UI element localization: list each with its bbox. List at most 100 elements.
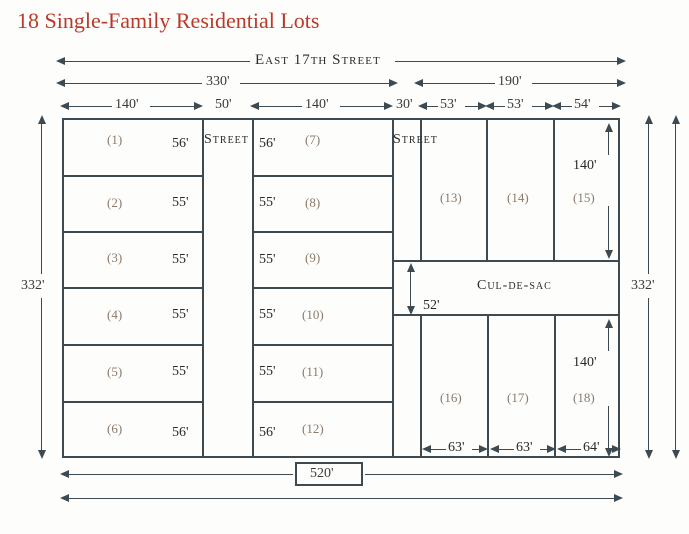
lot-12: (12) [302, 421, 324, 437]
dim-332R-l2 [648, 298, 649, 451]
dim-54-r [599, 106, 613, 107]
dim-190: 190' [498, 74, 522, 90]
dim-63a-l [430, 449, 446, 450]
dim-64-ar [612, 445, 621, 453]
dim-140-2: 140' [305, 97, 329, 113]
dim-190-al [414, 79, 423, 87]
dim-54-ar [612, 102, 621, 110]
lot-15: (15) [573, 190, 595, 206]
m-r3 [252, 287, 392, 289]
dim-54: 54' [574, 97, 591, 113]
dim-53a: 53' [440, 97, 457, 113]
lot-14: (14) [507, 190, 529, 206]
dim-520-ar [614, 470, 623, 478]
dim-332R: 332' [631, 278, 655, 294]
m-r4 [252, 344, 392, 346]
lot-1-h: 56' [172, 136, 189, 152]
dim-332L-au [38, 115, 46, 124]
lot-8: (8) [305, 195, 320, 211]
dim-332L-ad [38, 450, 46, 459]
dim-332R-ad [645, 450, 653, 459]
lot-4: (4) [107, 307, 122, 323]
dim-140r2-au [605, 319, 613, 328]
dim-53b-r [532, 106, 546, 107]
dim-52-l [410, 271, 411, 307]
dim-63a-ar [479, 445, 488, 453]
bottom-arrow-al [60, 494, 69, 502]
lot-9: (9) [305, 250, 320, 266]
dim-330: 330' [206, 74, 230, 90]
dim-190-r [532, 83, 620, 84]
dim-30: 30' [396, 97, 413, 113]
lot-7: (7) [305, 132, 320, 148]
street-top-label: East 17th Street [255, 52, 381, 69]
l-r1 [62, 175, 202, 177]
lot-3-h: 55' [172, 252, 189, 268]
lot-10: (10) [302, 307, 324, 323]
dim-140-r2: 140' [573, 355, 597, 371]
l-r2 [62, 231, 202, 233]
street-vert-1: Street [204, 132, 249, 148]
far-right-line [675, 124, 676, 451]
culdesac-label: Cul-de-sac [477, 278, 552, 294]
dim-63a: 63' [448, 440, 465, 456]
dim-140-1-r [150, 106, 196, 107]
dim-140r1-l2 [608, 206, 609, 252]
street-vert-2: Street [393, 132, 438, 148]
dim-53a-r [465, 106, 479, 107]
dim-332L: 332' [21, 278, 45, 294]
dim-53a-l [426, 106, 438, 107]
dim-140-r1: 140' [573, 158, 597, 174]
dim-140-1-l [68, 106, 112, 107]
right-block-left2 [420, 314, 422, 458]
dim-520-l [68, 474, 293, 475]
lot-10-h: 55' [259, 307, 276, 323]
dim-140-2-r [340, 106, 386, 107]
dim-140-1: 140' [115, 97, 139, 113]
dim-52-au [407, 263, 415, 272]
dim-190-ar [617, 79, 626, 87]
rt-c1 [486, 118, 488, 260]
rt-c2 [553, 118, 555, 260]
far-right-au [672, 115, 680, 124]
lot-6: (6) [107, 421, 122, 437]
lot-2: (2) [107, 195, 122, 211]
lot-13: (13) [440, 190, 462, 206]
lot-7-h: 56' [259, 136, 276, 152]
dim-64-l [565, 449, 581, 450]
dim-140r2-l1 [608, 327, 609, 351]
mid-block-right [392, 118, 394, 458]
lot-11: (11) [302, 364, 323, 380]
lot-6-h: 56' [172, 425, 189, 441]
dim-140-1-al [60, 102, 69, 110]
dim-52-ad [407, 306, 415, 315]
lot-16: (16) [440, 390, 462, 406]
lot-12-h: 56' [259, 425, 276, 441]
dim-520-al [60, 470, 69, 478]
dim-330-l [62, 83, 202, 84]
lot-5-h: 55' [172, 364, 189, 380]
dim-140r1-au [605, 123, 613, 132]
dim-332L-l1 [41, 124, 42, 274]
dim-52: 52' [423, 298, 440, 314]
dim-332R-l1 [648, 124, 649, 274]
lot-3: (3) [107, 250, 122, 266]
lot-2-h: 55' [172, 195, 189, 211]
street-top-line-r [395, 61, 620, 62]
dim-63b-ar [547, 445, 556, 453]
dim-54-l [560, 106, 572, 107]
bottom-arrow-line [68, 498, 615, 499]
lot-5: (5) [107, 364, 122, 380]
bottom-arrow-ar [614, 494, 623, 502]
dim-140r1-ad [605, 250, 613, 259]
dim-140-1-ar [194, 102, 203, 110]
dim-53b: 53' [507, 97, 524, 113]
dim-520-box [295, 462, 363, 486]
dim-140-2-l [258, 106, 302, 107]
lot-9-h: 55' [259, 252, 276, 268]
lot-8-h: 55' [259, 195, 276, 211]
l-r4 [62, 344, 202, 346]
dim-332R-au [645, 115, 653, 124]
l-r3 [62, 287, 202, 289]
lot-18: (18) [573, 390, 595, 406]
